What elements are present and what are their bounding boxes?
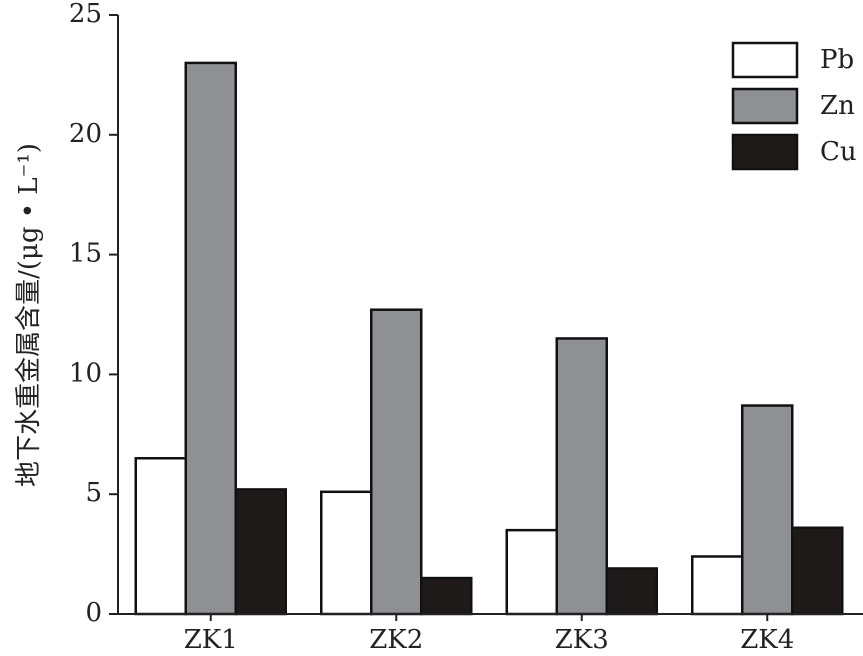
bar — [134, 457, 187, 616]
y-axis-label: 地下水重金属含量/(μg • L⁻¹) — [14, 143, 44, 487]
bar — [555, 337, 608, 616]
legend-label: Pb — [820, 45, 854, 75]
y-tick-label: 25 — [69, 0, 102, 29]
bar — [420, 576, 473, 616]
legend-label: Cu — [820, 137, 857, 167]
bar — [605, 567, 658, 616]
bar — [791, 526, 844, 616]
legend-label: Zn — [820, 91, 855, 121]
y-tick-label: 10 — [69, 358, 102, 388]
y-tick-label: 5 — [85, 478, 102, 508]
y-tick-label: 20 — [69, 119, 102, 149]
legend-swatch — [731, 133, 799, 171]
bar — [691, 555, 744, 616]
bar — [370, 308, 423, 616]
x-tick-label: ZK4 — [740, 625, 794, 655]
bar — [741, 404, 794, 616]
bar — [505, 528, 558, 616]
x-tick-label: ZK3 — [555, 625, 609, 655]
legend-swatch — [731, 41, 799, 79]
bar — [320, 490, 373, 616]
legend-swatch — [731, 87, 799, 125]
x-tick-label: ZK1 — [184, 625, 238, 655]
y-tick-label: 0 — [85, 598, 102, 628]
y-tick-label: 15 — [69, 239, 102, 269]
bar — [234, 488, 287, 616]
x-tick-label: ZK2 — [369, 625, 423, 655]
bar — [184, 61, 237, 616]
